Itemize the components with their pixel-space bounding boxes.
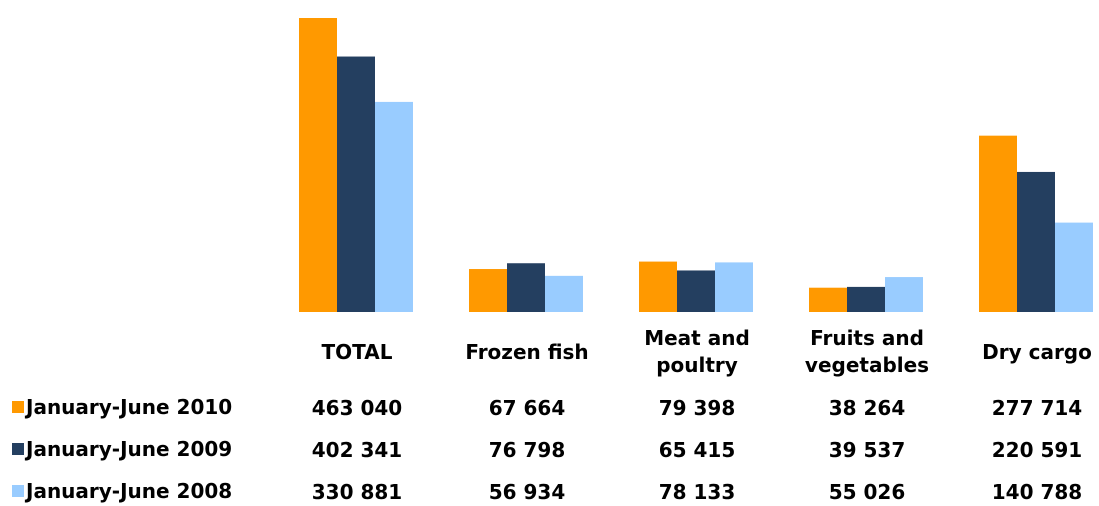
- bar-3-4: [885, 277, 923, 312]
- bars: [299, 18, 1093, 312]
- data-table: January-June 2010 463 040 67 664 79 398 38 2…: [12, 395, 1082, 504]
- bar-1-5: [979, 135, 1017, 312]
- table-value: 56 934: [489, 480, 566, 504]
- table-value: 277 714: [992, 396, 1082, 420]
- bar-3-5: [1055, 222, 1093, 312]
- category-label: Frozen fish: [465, 340, 588, 364]
- category-labels: TOTAL Frozen fish Meat and poultry Fruits an…: [322, 326, 1092, 377]
- bar-3-3: [715, 262, 753, 312]
- bar-2-3: [677, 270, 715, 312]
- bar-1-3: [639, 261, 677, 312]
- table-value: 79 398: [659, 396, 736, 420]
- bar-2-2: [507, 263, 545, 312]
- category-label: TOTAL: [322, 340, 393, 364]
- table-value: 402 341: [312, 438, 402, 462]
- category-label: Dry cargo: [982, 340, 1092, 364]
- table-value: 55 026: [829, 480, 906, 504]
- table-row: January-June 2008 330 881 56 934 78 133 55 0…: [12, 479, 1082, 504]
- table-value: 76 798: [489, 438, 566, 462]
- bar-3-1: [375, 101, 413, 312]
- bar-3-2: [545, 275, 583, 312]
- table-value: 38 264: [829, 396, 906, 420]
- category-label: Fruits and vegetables: [805, 326, 929, 377]
- bar-1-1: [299, 18, 337, 312]
- table-row: January-June 2009 402 341 76 798 65 415 39 5…: [12, 437, 1082, 462]
- table-row: January-June 2010 463 040 67 664 79 398 38 2…: [12, 395, 1082, 420]
- table-value: 220 591: [992, 438, 1082, 462]
- bar-2-4: [847, 286, 885, 312]
- table-value: 463 040: [312, 396, 402, 420]
- legend-key: [12, 443, 24, 455]
- table-value: 65 415: [659, 438, 736, 462]
- bar-2-1: [337, 56, 375, 312]
- table-value: 140 788: [992, 480, 1082, 504]
- table-value: 330 881: [312, 480, 402, 504]
- table-value: 67 664: [489, 396, 566, 420]
- bar-1-4: [809, 287, 847, 312]
- category-label: Meat and poultry: [644, 326, 750, 377]
- table-value: 78 133: [659, 480, 736, 504]
- bar-2-5: [1017, 171, 1055, 312]
- legend-label: January-June 2008: [24, 479, 232, 503]
- legend-key: [12, 401, 24, 413]
- legend-label: January-June 2010: [24, 395, 232, 419]
- bar-1-2: [469, 269, 507, 312]
- legend-label: January-June 2009: [24, 437, 232, 461]
- legend-key: [12, 485, 24, 497]
- table-value: 39 537: [829, 438, 906, 462]
